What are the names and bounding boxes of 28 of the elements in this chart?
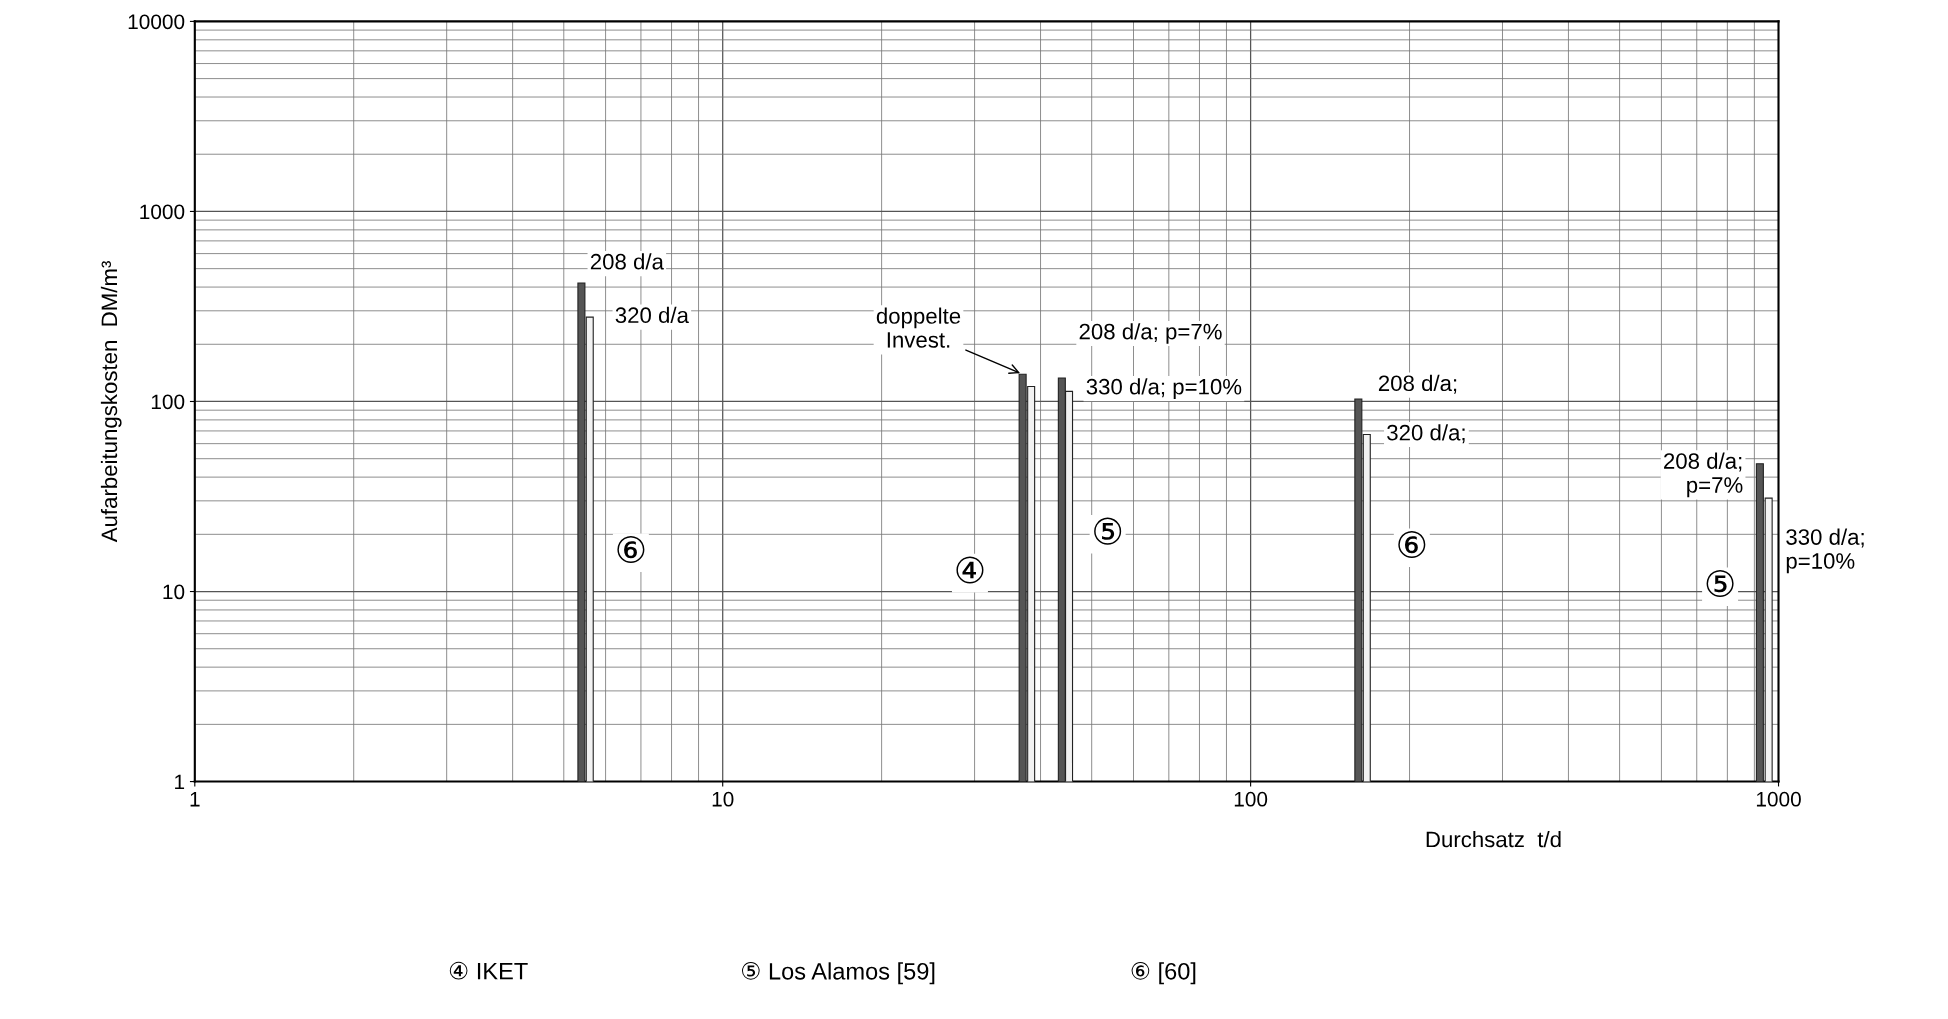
annotation: ④: [956, 556, 984, 584]
x-axis-title: Durchsatz t/d: [1426, 830, 1561, 848]
x-tick-label: 1000: [1756, 791, 1801, 807]
annotation: ⑤: [1706, 570, 1734, 598]
text: ④ IKET: [449, 961, 528, 980]
x-tick-label: 1: [190, 792, 200, 807]
annotation: ⑥: [617, 536, 645, 564]
annotation: ⑤: [1094, 517, 1122, 545]
annotation: 320 d/a;: [1387, 424, 1465, 444]
x-tick-label: 10: [712, 791, 734, 807]
annotation: doppelte Invest.: [876, 307, 961, 348]
annotation: 320 d/a: [615, 306, 689, 324]
x-tick-label: 100: [1234, 791, 1268, 807]
y-tick-label: 10: [163, 584, 185, 600]
annotation: 330 d/a; p=10%: [1786, 528, 1864, 574]
annotation: 208 d/a;: [1378, 374, 1457, 394]
text: ⑤ Los Alamos [59]: [741, 961, 935, 985]
y-axis-title: Aufarbeitungskosten DM/m³: [100, 261, 122, 543]
annotation: 208 d/a: [590, 253, 664, 270]
annotation: ⑥: [1398, 531, 1426, 559]
text: ⑥ [60]: [1131, 961, 1196, 985]
y-tick-label: 10000: [128, 14, 185, 30]
annotation: 208 d/a; p=7%: [1664, 452, 1743, 498]
annotation: 208 d/a; p=7%: [1079, 323, 1222, 344]
y-tick-label: 1000: [140, 204, 185, 220]
annotation: 330 d/a; p=10%: [1086, 378, 1242, 399]
y-tick-label: 1: [175, 774, 185, 790]
y-tick-label: 100: [151, 394, 185, 410]
